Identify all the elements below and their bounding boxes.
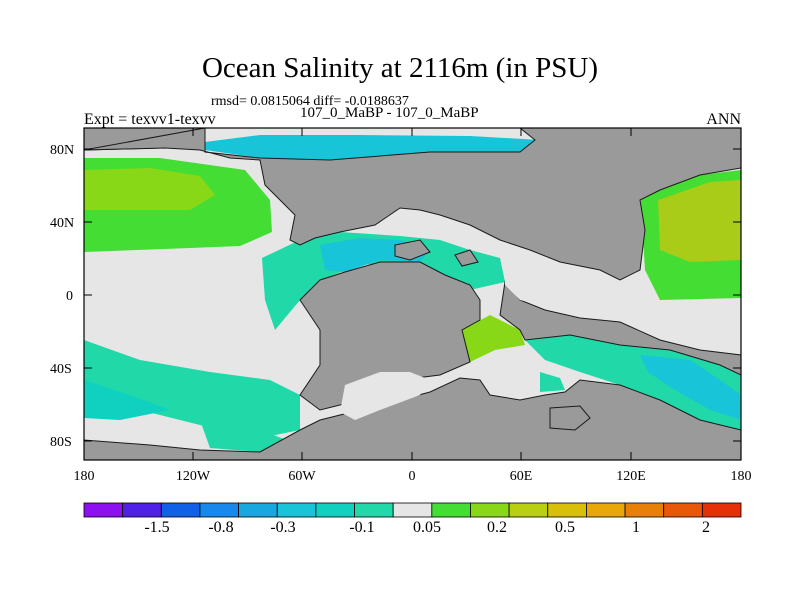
colorbar-label: 0.2 xyxy=(487,519,507,536)
colorbar-swatch xyxy=(122,502,162,518)
lat-labels: 80N 40N 0 40S 80S xyxy=(50,143,74,450)
colorbar-label: 2 xyxy=(702,519,710,536)
colorbar-swatch xyxy=(547,502,587,518)
land-island-3 xyxy=(454,249,479,267)
lon-label: 180 xyxy=(74,469,95,484)
salinity-fields xyxy=(84,135,741,452)
lat-label: 40S xyxy=(50,362,72,377)
land-gondwana xyxy=(299,261,481,411)
season-label: ANN xyxy=(706,111,741,128)
colorbar-swatch xyxy=(586,502,626,518)
lat-label: 40N xyxy=(50,216,74,231)
colorbar-label: 0.05 xyxy=(413,519,441,536)
lon-label: 120W xyxy=(176,469,211,484)
field-arctic-cyan xyxy=(205,135,540,160)
colorbar-swatch xyxy=(392,502,433,518)
colorbar-swatch xyxy=(83,502,124,518)
field-south-pacific-cyan xyxy=(84,380,170,420)
field-indian-green xyxy=(462,315,525,362)
map-panel xyxy=(83,127,742,461)
colorbar-swatch xyxy=(354,502,394,518)
field-indian-teal xyxy=(525,335,741,430)
colorbar-label: -0.8 xyxy=(208,519,233,536)
neutral-patch-south xyxy=(340,372,430,420)
neutral-patch-east xyxy=(505,262,620,312)
land-northern-continent xyxy=(83,127,742,281)
colorbar-label: -0.3 xyxy=(270,519,295,536)
colorbar-label: -1.5 xyxy=(144,519,169,536)
colorbar-swatch xyxy=(431,502,471,518)
land-masses xyxy=(83,127,742,461)
lat-label: 80S xyxy=(50,435,72,450)
subtitle: 107_0_MaBP - 107_0_MaBP xyxy=(300,105,479,121)
neutral-patches xyxy=(340,262,620,420)
colorbar-swatch xyxy=(701,502,742,518)
field-south-pacific-teal xyxy=(84,340,300,440)
field-nw-pacific-yellowgreen xyxy=(658,180,741,262)
field-indian-cyan xyxy=(640,355,741,420)
stats-line: rmsd= 0.0815064 diff= -0.0188637 xyxy=(211,94,409,109)
colorbar-swatch xyxy=(238,502,278,518)
lon-label: 60W xyxy=(288,469,316,484)
land-island-1 xyxy=(549,405,591,431)
colorbar-label: 0.5 xyxy=(555,519,575,536)
lat-axis xyxy=(84,148,741,442)
colorbar-swatch xyxy=(663,502,703,518)
lon-label: 60E xyxy=(510,469,533,484)
colorbar-labels: -1.5 -0.8 -0.3 -0.1 0.05 0.2 0.5 1 2 xyxy=(144,519,710,536)
colorbar-swatch xyxy=(276,502,317,518)
field-south-atlantic-teal xyxy=(540,372,565,392)
colorbar-swatch xyxy=(315,502,355,518)
colorbar-label: 1 xyxy=(632,519,640,536)
lon-label: 180 xyxy=(731,469,752,484)
land-island-2 xyxy=(394,239,431,261)
lon-axis xyxy=(83,128,742,460)
lon-labels: 180 120W 60W 0 60E 120E 180 xyxy=(74,469,752,484)
lon-label: 120E xyxy=(616,469,646,484)
lat-label: 0 xyxy=(66,289,73,304)
plot-title: Ocean Salinity at 2116m (in PSU) xyxy=(201,52,599,84)
lat-label: 80N xyxy=(50,143,74,158)
colorbar-swatch xyxy=(470,502,510,518)
colorbar-swatch xyxy=(160,502,201,518)
field-ne-pacific-yellowgreen xyxy=(84,168,215,210)
colorbar-swatch xyxy=(508,502,549,518)
colorbar xyxy=(83,502,742,518)
colorbar-swatch xyxy=(624,502,665,518)
experiment-label: Expt = texvv1-texvv xyxy=(84,111,216,128)
colorbar-swatch xyxy=(199,502,239,518)
lon-label: 0 xyxy=(409,469,416,484)
colorbar-label: -0.1 xyxy=(349,519,374,536)
